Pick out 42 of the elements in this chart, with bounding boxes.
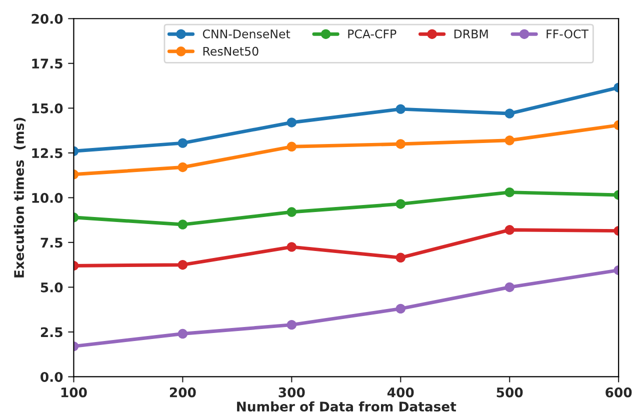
point: [286, 118, 297, 128]
y-tick-label: 12.5: [32, 148, 62, 158]
legend-label: FF-OCT: [546, 29, 588, 38]
point: [178, 220, 188, 230]
x-tick-label: 100: [61, 387, 87, 398]
point: [396, 104, 406, 114]
y-tick-label: 20.0: [32, 14, 63, 24]
x-tick-label: 600: [606, 387, 632, 398]
point: [504, 225, 514, 235]
point: [286, 242, 297, 252]
point: [286, 320, 297, 330]
point: [504, 136, 514, 146]
point: [504, 282, 514, 292]
point: [504, 108, 514, 118]
point: [178, 162, 188, 172]
x-tick-label: 300: [278, 387, 305, 398]
y-tick-label: 17.5: [32, 58, 62, 69]
y-axis-title: Execution times (ms): [14, 118, 26, 278]
y-tick-label: 2.5: [40, 327, 62, 338]
point: [396, 199, 406, 209]
y-tick-label: 0.0: [40, 372, 63, 382]
x-tick-label: 500: [496, 387, 523, 398]
y-tick-label: 5.0: [40, 282, 63, 292]
legend-label: ResNet50: [203, 46, 258, 56]
point: [286, 142, 297, 152]
point: [286, 207, 297, 217]
point: [396, 139, 406, 149]
x-tick-label: 200: [170, 387, 196, 398]
legend-label: DRBM: [454, 30, 488, 38]
y-tick-label: 7.5: [40, 238, 62, 248]
x-axis-title: Number of Data from Dataset: [237, 401, 456, 412]
point: [396, 252, 406, 263]
y-tick-label: 15.0: [32, 103, 63, 114]
legend-label: CNN-DenseNet: [202, 29, 290, 38]
point: [178, 138, 188, 148]
point: [504, 187, 514, 198]
point: [178, 328, 188, 339]
point: [396, 304, 406, 314]
legend-label: PCA-CFP: [348, 29, 396, 38]
point: [178, 260, 188, 270]
y-tick-label: 10.0: [32, 192, 63, 203]
x-tick-label: 400: [387, 387, 414, 398]
